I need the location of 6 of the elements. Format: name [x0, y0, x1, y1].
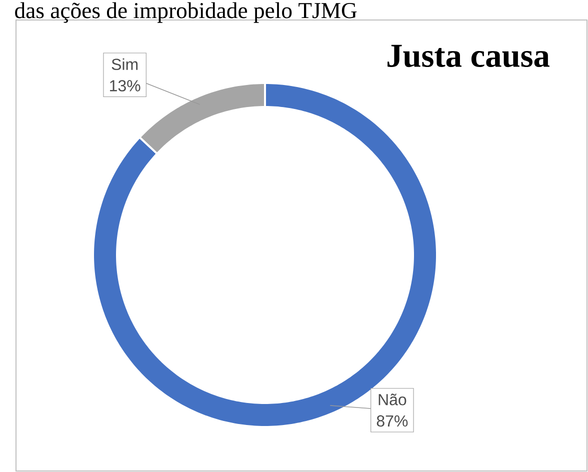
data-label: 87%: [376, 415, 408, 427]
chart-title: Justa causa: [388, 44, 550, 68]
data-label: 13%: [110, 80, 140, 92]
slice-label: Sim: [112, 58, 138, 70]
text: das ações de improbidade pelo TJMG: [15, 2, 357, 23]
slice-label: Não: [378, 394, 406, 406]
